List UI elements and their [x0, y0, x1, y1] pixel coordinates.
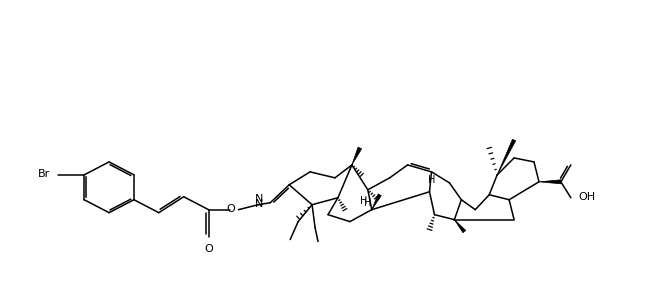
Polygon shape [539, 180, 561, 184]
Text: OH: OH [579, 192, 596, 202]
Polygon shape [352, 147, 361, 165]
Polygon shape [455, 220, 466, 233]
Polygon shape [372, 194, 381, 210]
Text: H: H [428, 175, 435, 185]
Text: N: N [255, 199, 263, 209]
Text: O: O [226, 204, 236, 214]
Text: H: H [360, 196, 367, 206]
Text: N: N [255, 194, 263, 204]
Polygon shape [497, 139, 516, 175]
Text: Br: Br [38, 169, 51, 179]
Text: H: H [364, 198, 371, 208]
Text: O: O [204, 244, 213, 254]
